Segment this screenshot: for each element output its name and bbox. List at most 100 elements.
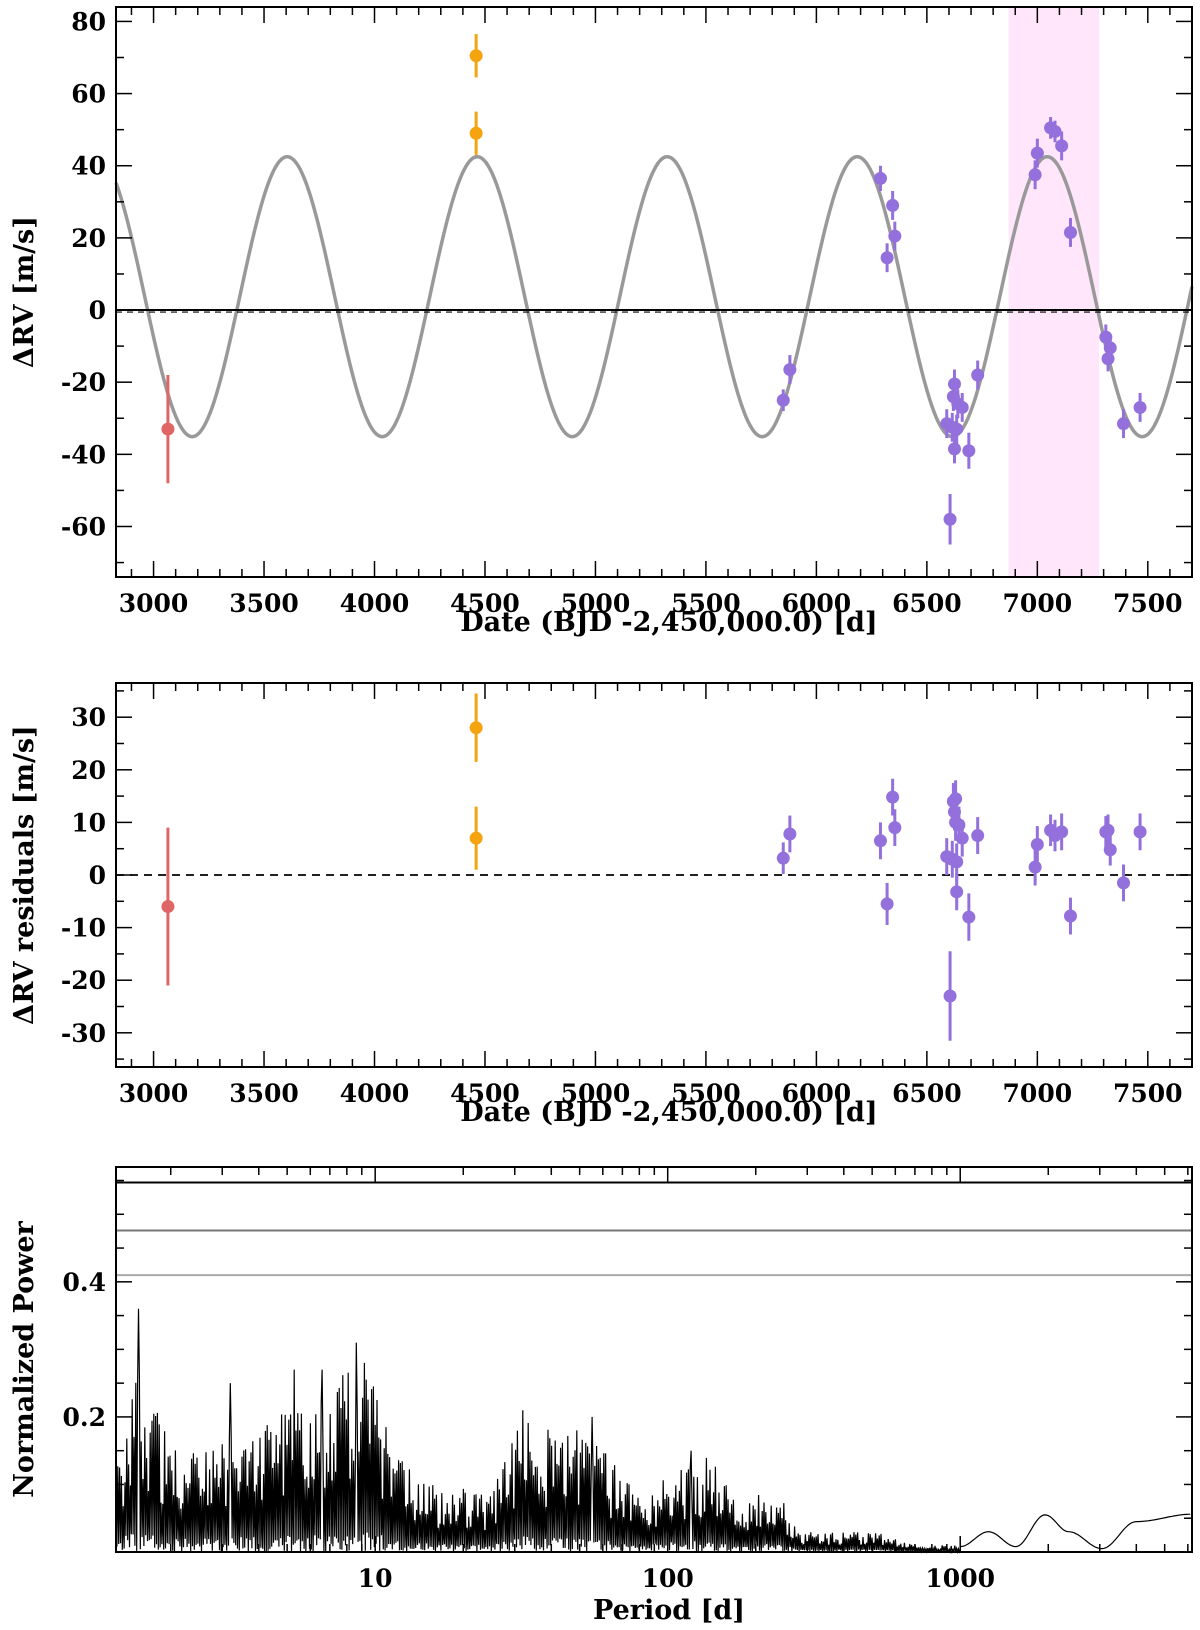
y-tick-label: -40 [61, 440, 106, 469]
y-axis-title: ΔRV residuals [m/s] [9, 725, 40, 1025]
data-point [1063, 909, 1077, 923]
observing-window [1008, 7, 1100, 577]
series-harps [776, 778, 1147, 1041]
data-point [943, 989, 957, 1003]
y-tick-label: 60 [71, 80, 106, 109]
x-tick-label: 6000 [782, 1079, 852, 1108]
x-tick-label: 6000 [782, 589, 852, 618]
x-tick-label: 10 [358, 1564, 393, 1593]
data-point [776, 393, 790, 407]
data-point [469, 831, 483, 845]
data-point [1103, 341, 1117, 355]
x-tick-label: 7500 [1113, 1079, 1183, 1108]
data-point [1133, 400, 1147, 414]
data-point [947, 377, 961, 391]
data-point [1030, 837, 1044, 851]
data-point [1030, 146, 1044, 160]
data-point [161, 422, 175, 436]
data-point [962, 910, 976, 924]
data-point [1101, 823, 1115, 837]
y-tick-label: 10 [71, 808, 106, 837]
data-point [1028, 860, 1042, 874]
y-tick-label: 0 [89, 861, 106, 890]
y-tick-label: 80 [71, 7, 106, 36]
data-point [950, 422, 964, 436]
series-lick [469, 34, 483, 155]
y-tick-label: 20 [71, 224, 106, 253]
data-point [962, 444, 976, 458]
x-tick-label: 4500 [450, 589, 520, 618]
data-point [955, 400, 969, 414]
data-point [880, 897, 894, 911]
data-point [1117, 417, 1131, 431]
rv-panel: 3000 3500 4000 4500 5000 5500 6000 6500 7000 7500… [9, 6, 1194, 638]
x-tick-label: 6500 [892, 589, 962, 618]
data-point [469, 721, 483, 735]
x-axis-title: Period [d] [593, 1595, 745, 1626]
data-point [949, 792, 963, 806]
x-tick-label: 3000 [119, 589, 189, 618]
x-tick-label: 5500 [671, 589, 741, 618]
data-point [783, 827, 797, 841]
residuals-panel: 3000 3500 4000 4500 5000 5500 6000 6500 7000 7500… [9, 682, 1193, 1128]
plot-frame [115, 6, 1193, 578]
data-point [161, 900, 175, 914]
data-point [888, 229, 902, 243]
y-tick-label: 30 [71, 703, 106, 732]
x-tick-label: 3000 [119, 1079, 189, 1108]
y-tick-label: 0.4 [63, 1268, 107, 1297]
y-tick-label: -30 [61, 1019, 106, 1048]
keplerian-model-curve [114, 155, 1194, 439]
y-tick-label: 20 [71, 756, 106, 785]
y-tick-label: -10 [61, 914, 106, 943]
x-tick-label: 3500 [229, 589, 299, 618]
series-keck [161, 374, 175, 484]
data-point [1048, 124, 1062, 138]
x-tick-label: 7000 [1003, 1079, 1073, 1108]
data-point [873, 834, 887, 848]
periodogram-line [115, 1308, 1191, 1555]
data-point [880, 251, 894, 265]
x-tick-label: 5000 [561, 1079, 631, 1108]
x-tick-label: 3500 [229, 1079, 299, 1108]
x-tick-label: 5500 [671, 1079, 741, 1108]
y-tick-label: -20 [61, 368, 106, 397]
x-tick-label: 7500 [1113, 589, 1183, 618]
data-point [469, 126, 483, 140]
y-tick-label: 0 [89, 296, 106, 325]
data-point [1055, 139, 1069, 153]
data-point [873, 171, 887, 185]
data-point [1028, 168, 1042, 182]
data-point [1103, 843, 1117, 857]
data-point [776, 851, 790, 865]
x-tick-label: 6500 [892, 1079, 962, 1108]
series-lick [469, 693, 483, 870]
data-point [1117, 876, 1131, 890]
data-point [1063, 225, 1077, 239]
y-tick-label: 0.2 [63, 1403, 107, 1432]
x-tick-label: 4000 [340, 589, 410, 618]
x-tick-label: 4500 [450, 1079, 520, 1108]
y-tick-label: -60 [61, 512, 106, 541]
y-axis-title: Normalized Power [9, 1220, 40, 1497]
x-axis-title: Date (BJD -2,450,000.0) [d] [460, 607, 877, 638]
data-point [886, 198, 900, 212]
x-tick-label: 7000 [1003, 589, 1073, 618]
data-point [971, 829, 985, 843]
data-point [1055, 825, 1069, 839]
x-tick-label: 1000 [925, 1564, 995, 1593]
data-point [943, 512, 957, 526]
x-tick-label: 100 [642, 1564, 694, 1593]
x-axis-title: Date (BJD -2,450,000.0) [d] [460, 1097, 877, 1128]
periodogram-panel: 10 100 1000 0.2 0.4 Period [d] Normalized Powe… [9, 1166, 1193, 1626]
series-harps [776, 117, 1147, 545]
data-point [950, 855, 964, 869]
data-point [955, 831, 969, 845]
data-point [783, 363, 797, 377]
data-point [886, 790, 900, 804]
data-point [1101, 352, 1115, 366]
data-point [971, 368, 985, 382]
x-tick-label: 5000 [561, 589, 631, 618]
data-point [888, 821, 902, 835]
